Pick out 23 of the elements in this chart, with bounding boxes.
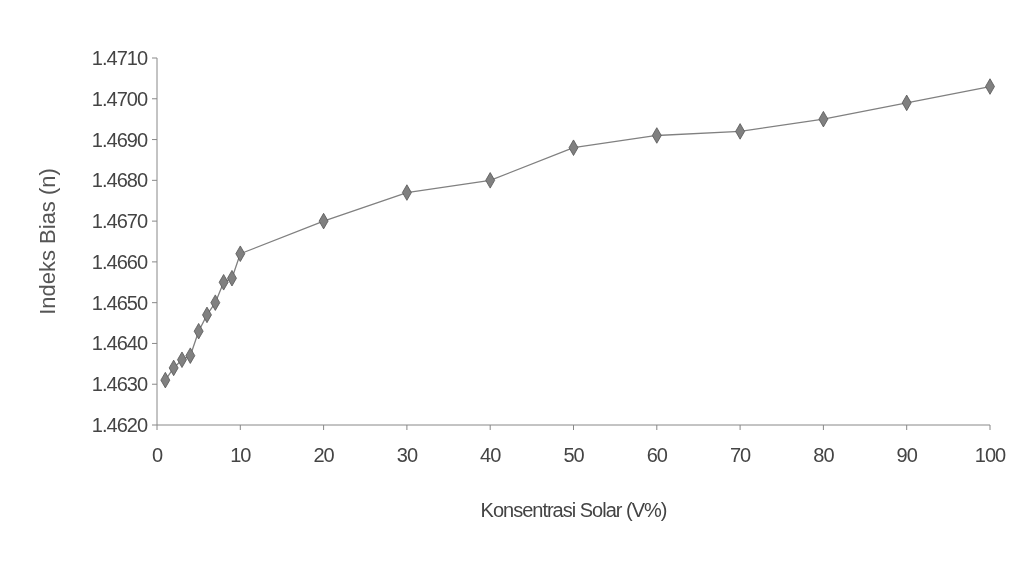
y-axis-title: Indeks Bias (n) <box>35 168 60 315</box>
x-tick-label: 70 <box>729 444 752 466</box>
x-axis-title: Konsentrasi Solar (V%) <box>480 499 667 521</box>
x-tick-label: 20 <box>313 444 335 466</box>
y-tick-label: 1.4690 <box>91 128 148 151</box>
x-tick-label: 80 <box>813 444 835 466</box>
y-tick-label: 1.4640 <box>91 332 148 355</box>
x-tick-label: 30 <box>396 444 418 466</box>
y-tick-label: 1.4710 <box>91 47 148 69</box>
y-tick-label: 1.4650 <box>91 291 148 314</box>
y-tick-label: 1.4680 <box>91 169 148 192</box>
x-tick-label: 100 <box>974 444 1007 466</box>
x-tick-label: 40 <box>480 444 502 466</box>
y-tick-label: 1.4660 <box>91 250 148 273</box>
x-tick-label: 60 <box>646 444 668 466</box>
x-tick-label: 0 <box>151 444 163 466</box>
x-tick-label: 90 <box>896 444 918 466</box>
x-tick-label: 10 <box>230 444 252 466</box>
x-tick-label: 50 <box>563 444 585 466</box>
y-tick-label: 1.4670 <box>91 210 148 233</box>
y-tick-label: 1.4620 <box>91 414 148 436</box>
y-tick-label: 1.4630 <box>91 373 148 396</box>
y-tick-label: 1.4700 <box>91 87 148 110</box>
